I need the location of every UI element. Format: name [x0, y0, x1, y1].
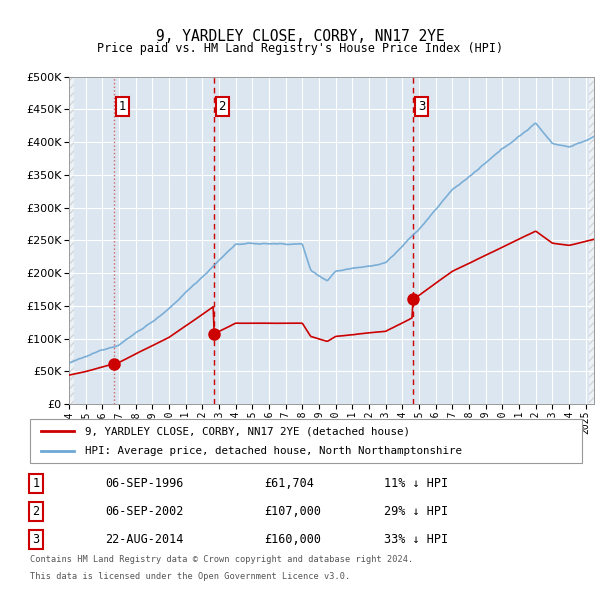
- Text: This data is licensed under the Open Government Licence v3.0.: This data is licensed under the Open Gov…: [30, 572, 350, 581]
- Text: £107,000: £107,000: [264, 505, 321, 518]
- Text: 2: 2: [32, 505, 40, 518]
- Text: 2: 2: [218, 100, 226, 113]
- Text: 11% ↓ HPI: 11% ↓ HPI: [384, 477, 448, 490]
- Text: 06-SEP-1996: 06-SEP-1996: [105, 477, 184, 490]
- Text: 9, YARDLEY CLOSE, CORBY, NN17 2YE (detached house): 9, YARDLEY CLOSE, CORBY, NN17 2YE (detac…: [85, 427, 410, 436]
- FancyBboxPatch shape: [30, 419, 582, 463]
- Text: 3: 3: [32, 533, 40, 546]
- Text: 29% ↓ HPI: 29% ↓ HPI: [384, 505, 448, 518]
- Text: 22-AUG-2014: 22-AUG-2014: [105, 533, 184, 546]
- Text: 1: 1: [119, 100, 126, 113]
- Text: 9, YARDLEY CLOSE, CORBY, NN17 2YE: 9, YARDLEY CLOSE, CORBY, NN17 2YE: [155, 29, 445, 44]
- Bar: [589, 77, 594, 404]
- Text: 3: 3: [418, 100, 425, 113]
- Text: 33% ↓ HPI: 33% ↓ HPI: [384, 533, 448, 546]
- Text: £160,000: £160,000: [264, 533, 321, 546]
- Bar: [69, 77, 74, 404]
- Text: 1: 1: [32, 477, 40, 490]
- Text: Price paid vs. HM Land Registry's House Price Index (HPI): Price paid vs. HM Land Registry's House …: [97, 42, 503, 55]
- Text: HPI: Average price, detached house, North Northamptonshire: HPI: Average price, detached house, Nort…: [85, 446, 462, 455]
- Text: 06-SEP-2002: 06-SEP-2002: [105, 505, 184, 518]
- Text: £61,704: £61,704: [264, 477, 314, 490]
- Text: Contains HM Land Registry data © Crown copyright and database right 2024.: Contains HM Land Registry data © Crown c…: [30, 555, 413, 564]
